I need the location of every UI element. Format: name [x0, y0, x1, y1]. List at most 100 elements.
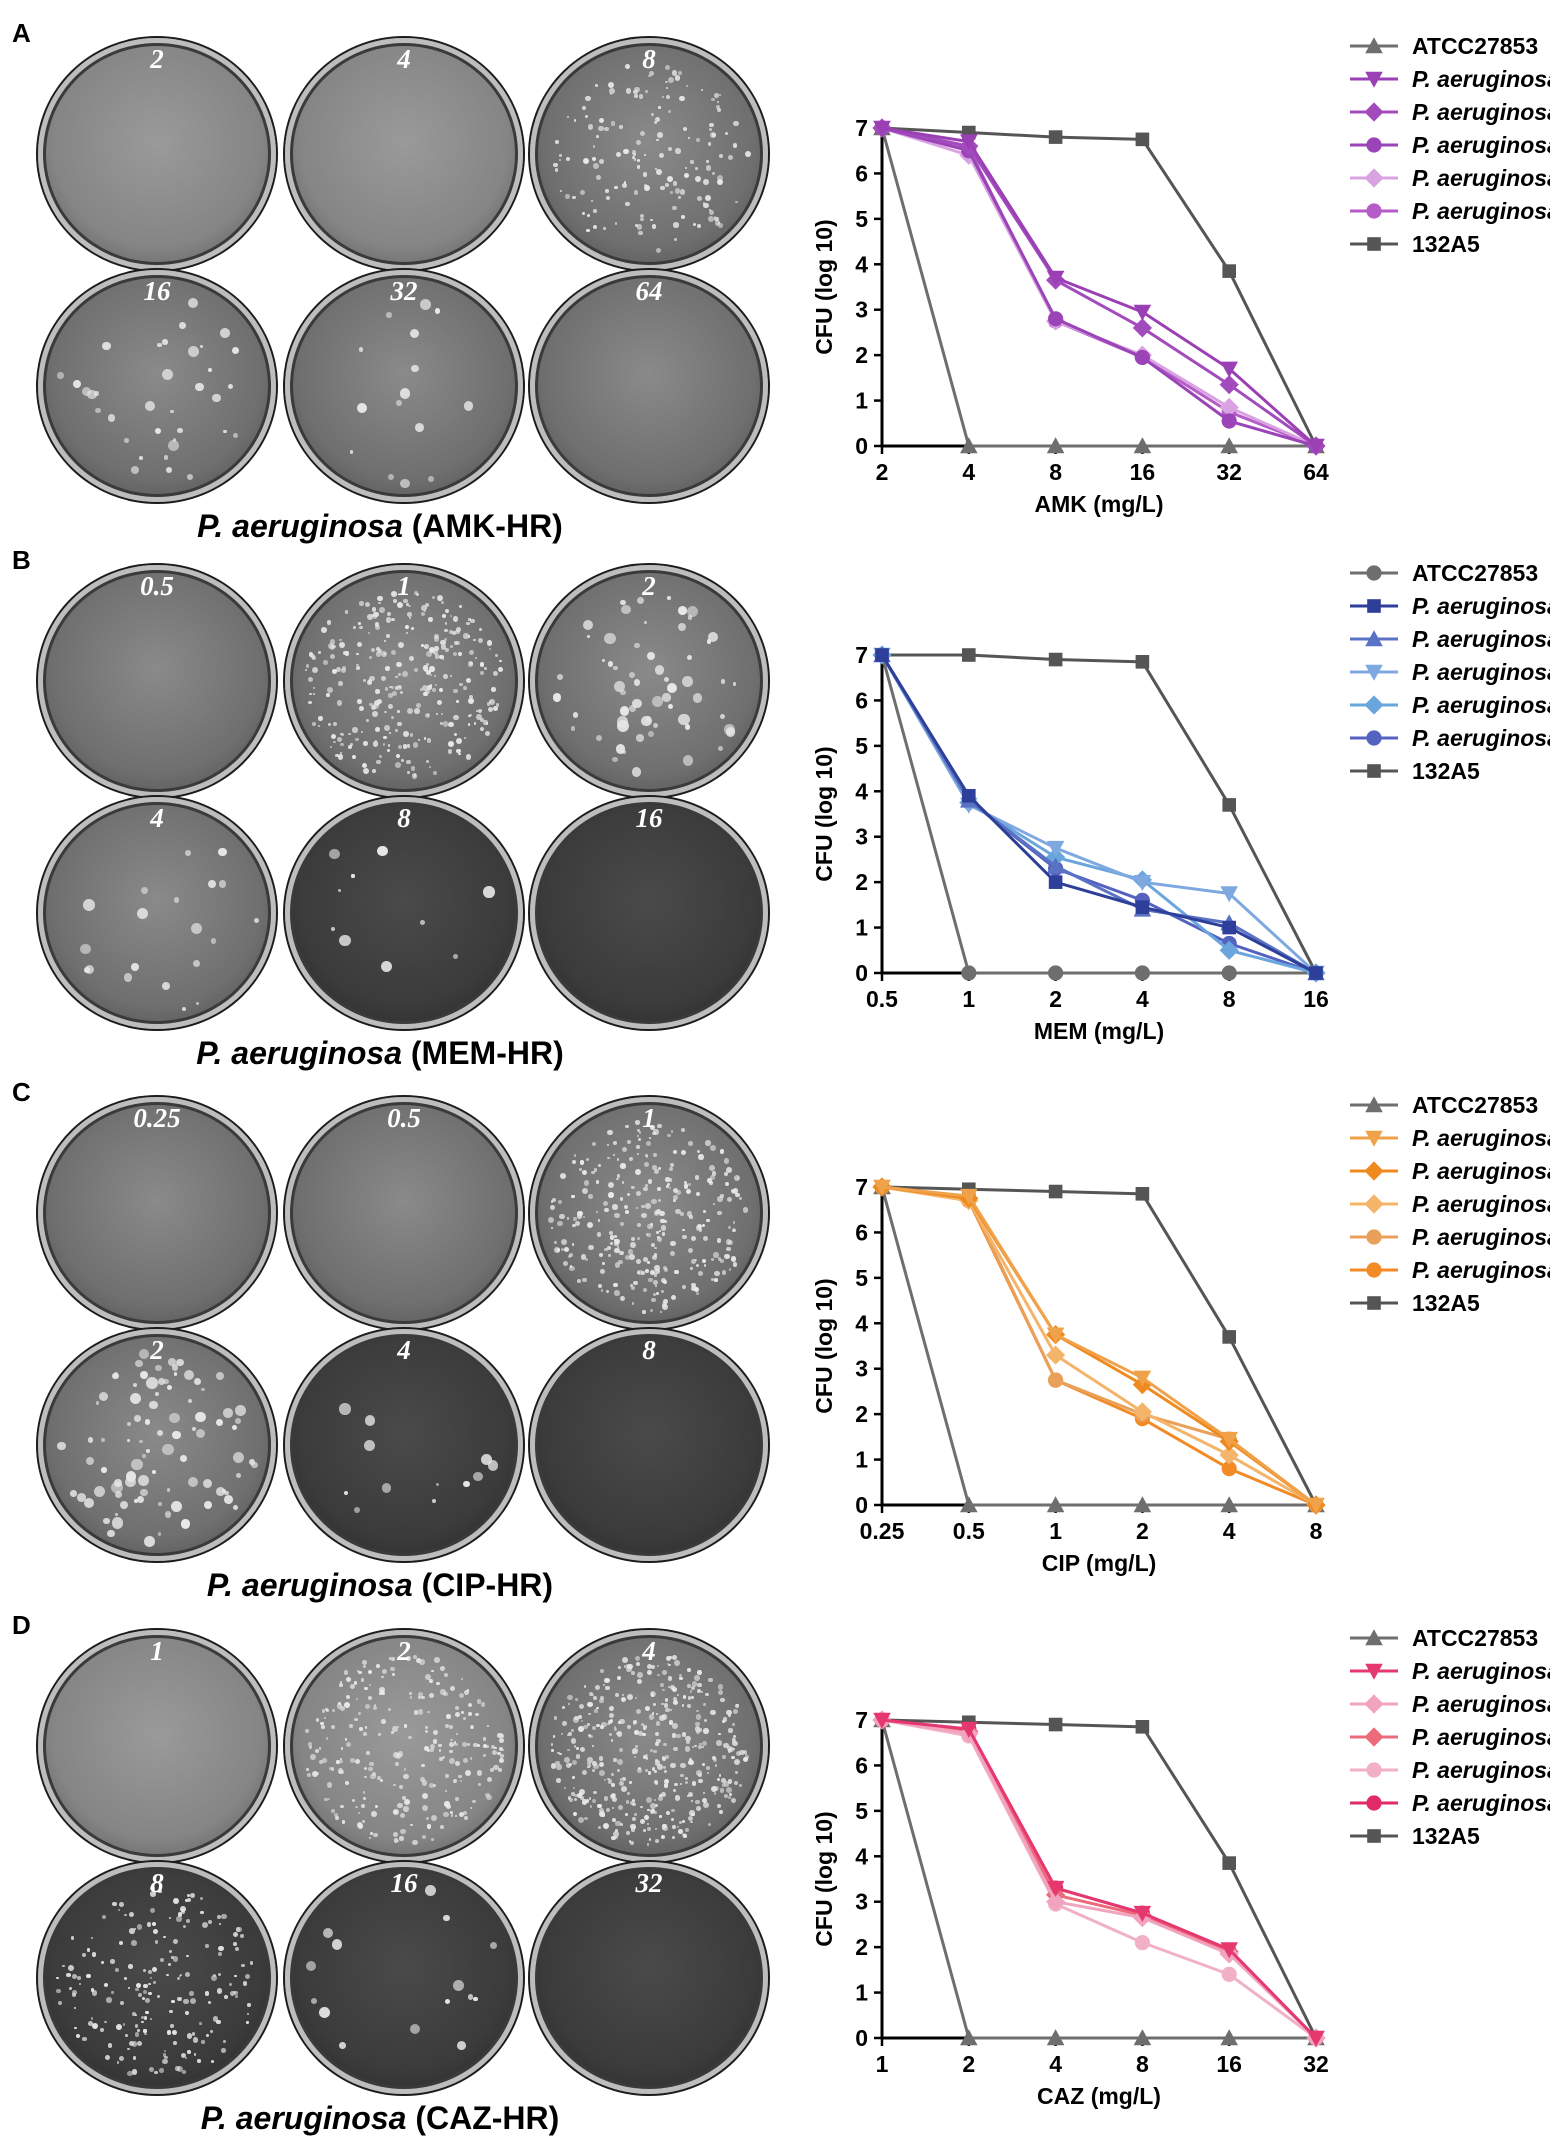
- colony: [157, 1532, 161, 1536]
- colony: [604, 632, 616, 645]
- colony: [162, 369, 174, 381]
- colony: [717, 1684, 724, 1690]
- legend-marker: [1365, 1663, 1383, 1680]
- colony: [423, 1746, 429, 1751]
- colony: [403, 1806, 409, 1812]
- colony: [448, 721, 454, 728]
- colony: [468, 649, 475, 656]
- colony: [681, 215, 686, 220]
- colony: [643, 1814, 650, 1820]
- series-line: [881, 1185, 1317, 1507]
- colony: [664, 65, 670, 71]
- colony: [724, 1158, 730, 1164]
- colony: [432, 1783, 437, 1788]
- colony: [711, 97, 715, 102]
- legend-entry: ATCC27853: [1350, 560, 1538, 586]
- legend-entry: P. aeruginosa-4: [1350, 165, 1558, 191]
- colony: [393, 1783, 396, 1786]
- data-point: [960, 437, 978, 454]
- colony: [441, 1755, 445, 1760]
- colony: [473, 722, 477, 725]
- colony: [452, 953, 459, 959]
- colony: [118, 1940, 123, 1945]
- colony: [643, 620, 647, 625]
- colony: [415, 702, 421, 708]
- colony: [440, 1825, 445, 1830]
- colony: [409, 1696, 413, 1699]
- colony: [619, 1250, 624, 1256]
- colony: [696, 195, 703, 202]
- plate-concentration-label: 2: [150, 1335, 164, 1365]
- colony: [444, 622, 447, 625]
- colony: [444, 1774, 449, 1779]
- colony: [441, 657, 444, 661]
- colony: [477, 637, 483, 644]
- colony: [694, 1287, 700, 1293]
- colony: [595, 1684, 601, 1690]
- colony: [609, 88, 616, 95]
- colony: [319, 2006, 330, 2018]
- colony: [645, 1706, 651, 1711]
- data-point: [1135, 132, 1150, 147]
- colony: [485, 731, 491, 737]
- colony: [414, 667, 418, 672]
- colony: [575, 1220, 581, 1226]
- colony: [588, 1797, 592, 1800]
- colony: [597, 1219, 601, 1222]
- colony: [398, 1784, 404, 1790]
- colony: [679, 95, 685, 101]
- colony: [218, 879, 227, 888]
- colony: [731, 1756, 735, 1760]
- colony: [422, 665, 429, 671]
- colony: [600, 1289, 604, 1292]
- colony: [690, 1267, 693, 1270]
- colony: [668, 1685, 671, 1688]
- colony: [468, 698, 475, 705]
- colony: [396, 399, 403, 406]
- colony: [617, 1804, 623, 1810]
- colony: [663, 1703, 669, 1708]
- colony: [691, 1800, 694, 1802]
- series-line: [880, 654, 1317, 975]
- colony: [593, 1790, 597, 1795]
- colony: [655, 1804, 658, 1807]
- legend-marker: [1366, 203, 1382, 219]
- colony: [398, 642, 405, 649]
- legend-label: P. aeruginosa-1: [1412, 1658, 1550, 1684]
- colony: [674, 188, 681, 194]
- colony: [693, 693, 703, 703]
- colony: [689, 1214, 693, 1219]
- colony: [582, 1724, 588, 1730]
- colony: [558, 158, 562, 162]
- colony: [307, 1742, 313, 1747]
- colony: [372, 741, 379, 748]
- colony: [135, 2024, 139, 2028]
- colony: [362, 1731, 368, 1737]
- colony: [690, 1695, 695, 1700]
- colony: [572, 712, 578, 718]
- colony: [473, 1471, 484, 1482]
- colony: [671, 1130, 674, 1133]
- colony: [397, 744, 402, 749]
- data-point: [960, 1188, 978, 1205]
- colony: [656, 1764, 663, 1770]
- colony: [500, 1734, 505, 1739]
- colony: [363, 1686, 368, 1691]
- agar-plate: 4: [285, 38, 523, 270]
- colony: [438, 1743, 442, 1748]
- colony: [351, 874, 355, 878]
- colony: [220, 1913, 227, 1920]
- colony: [602, 1200, 608, 1206]
- colony: [681, 1703, 685, 1707]
- colony: [462, 685, 467, 690]
- colony: [686, 654, 692, 660]
- legend-marker: [1364, 102, 1384, 122]
- agar-plate: 32: [285, 270, 523, 502]
- colony: [324, 1716, 327, 1719]
- colony: [579, 1168, 583, 1172]
- colony: [397, 1726, 400, 1729]
- colony: [171, 1364, 179, 1371]
- colony: [406, 744, 411, 748]
- legend-label: P. aeruginosa-5: [1412, 198, 1550, 224]
